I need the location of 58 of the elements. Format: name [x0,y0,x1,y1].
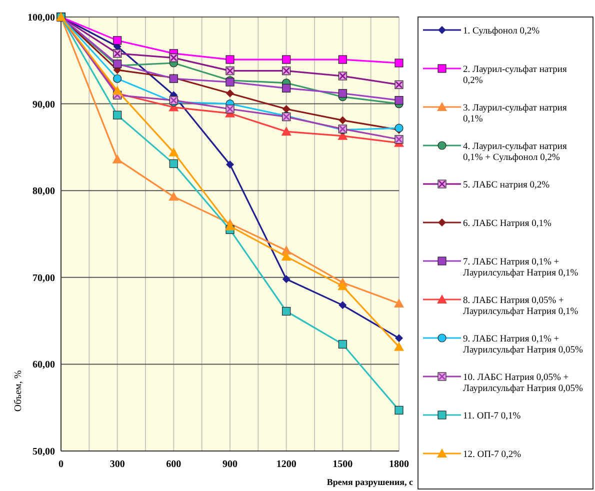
point [113,110,122,120]
legend-label: 8. ЛАБС Натрия 0,05% + Лаурилсульфат Натрия 0,1% [463,296,578,317]
point [282,55,291,64]
point [113,74,122,83]
point [338,89,347,98]
point [394,298,404,308]
legend-label: 2. Лаурил-сульфат натрия 0,2% [463,64,568,86]
point [338,55,347,64]
point [226,160,234,169]
x-tick-label: 1500 [332,459,353,470]
point [338,116,347,124]
legend-label: 5. ЛАБС натрия 0,2% [463,180,550,190]
point [394,58,404,68]
point [282,105,290,114]
point [112,154,122,164]
legend-label: 12. ОП-7 0,2% [463,450,522,460]
point [338,340,347,349]
x-tick-label: 1200 [276,459,296,470]
point [338,281,348,290]
legend-label: 10. ЛАБС Натрия 0,05% + Лаурилсульфат Натрия 0,05% [463,372,583,394]
point [394,96,404,105]
legend-label: 7. ЛАБС Натрия 0,1% + Лаурилсульфат Натрия 0,1% [463,257,578,278]
point [169,159,178,168]
point [282,306,291,316]
x-tick-label: 300 [110,459,125,470]
point [281,126,292,136]
point [394,342,404,351]
point [281,252,292,261]
y-tick-label: 90,00 [32,99,55,110]
point [282,84,291,92]
x-tick-label: 600 [166,459,182,470]
point [112,86,122,95]
y-tick-label: 60,00 [32,360,55,371]
point [168,147,179,156]
x-tick-label: 900 [222,459,238,470]
y-tick-label: 80,00 [32,186,55,198]
x-axis-title: Время разрушения, с [326,477,413,487]
x-tick-label: 0 [58,459,64,470]
legend-label: 9. ЛАБС Натрия 0,1% + Лаурилсульфат Натрия 0,05% [463,334,583,356]
y-tick-label: 50,00 [32,446,55,458]
point [282,275,290,284]
legend-label: 1. Сульфонол 0,2% [463,26,540,36]
point [225,221,235,230]
legend-label: 3. Лаурил-сульфат натрия 0,1% [463,103,568,124]
point [168,192,179,201]
legend-label: 6. ЛАБС Натрия 0,1% [463,218,552,229]
y-tick-label: 70,00 [32,272,55,284]
point [395,334,403,342]
point [113,36,122,45]
point [226,89,234,98]
y-tick-label: 100,00 [28,12,55,24]
legend-label: 11. ОП-7 0,1% [463,411,521,422]
legend-label: 4. Лаурил-сульфат натрия 0,1% + Сульфонол 0,2% [463,142,568,163]
y-axis-title: Объем, % [13,370,24,412]
point [226,55,234,64]
point [338,301,347,310]
x-tick-label: 1800 [389,459,409,470]
point [394,406,404,415]
